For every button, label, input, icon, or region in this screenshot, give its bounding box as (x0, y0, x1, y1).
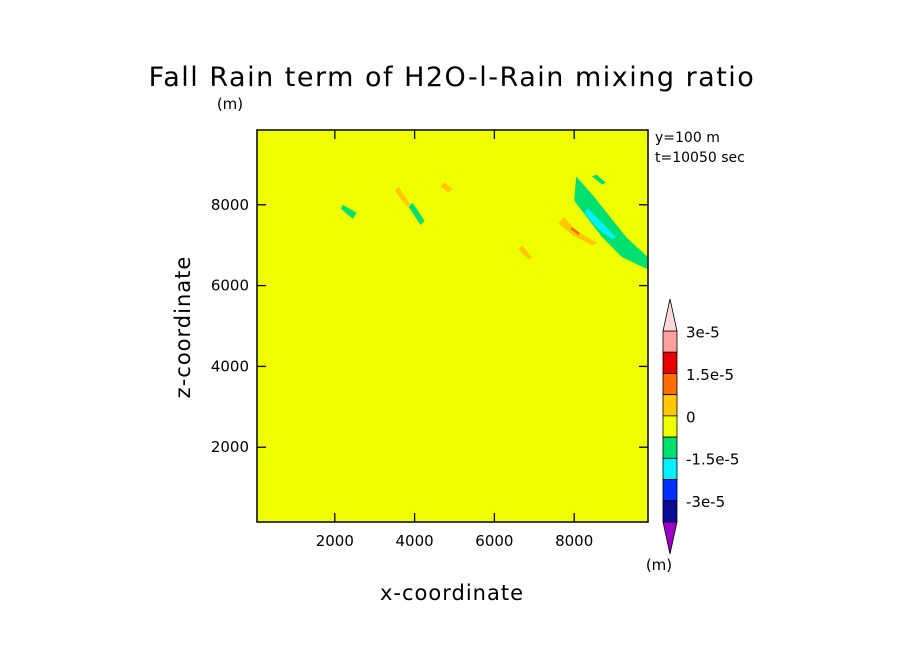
colorbar-band (662, 479, 678, 502)
colorbar-label: 3e-5 (686, 323, 720, 341)
colorbar-band (662, 457, 678, 480)
y-axis-label: z-coordinate (171, 256, 195, 399)
y-tick-label: 2000 (211, 438, 249, 456)
colorbar-label: -3e-5 (686, 493, 725, 511)
colorbar-band (662, 415, 678, 438)
contour-region-9 (340, 204, 357, 219)
contour-region-17 (570, 227, 581, 236)
info-line-t: t=10050 sec (655, 150, 745, 166)
plot-area: 2000 4000 6000 8000 2000 4000 6000 8000 (211, 129, 649, 550)
colorbar-band (662, 330, 678, 353)
contour-region-13 (558, 216, 599, 246)
plot-frame (256, 129, 649, 523)
colorbar: 3e-5 1.5e-5 0 -1.5e-5 -3e-5 (662, 298, 739, 555)
contour-region-16 (394, 186, 411, 207)
contour-region-8 (574, 176, 648, 270)
colorbar-max-triangle (662, 298, 678, 332)
contour-region-1 (310, 229, 391, 522)
contour-region-15 (518, 245, 533, 260)
contour-region-7 (566, 130, 648, 221)
contour-region-10 (408, 202, 425, 225)
contour-region-3 (550, 204, 648, 452)
chart-title: Fall Rain term of H2O-l-Rain mixing rati… (149, 62, 756, 93)
info-line-y: y=100 m (655, 130, 720, 146)
colorbar-label: -1.5e-5 (686, 451, 739, 469)
colorbar-band (662, 373, 678, 396)
colorbar-label: 1.5e-5 (686, 366, 734, 384)
x-axis-label: x-coordinate (380, 581, 524, 605)
colorbar-band (662, 394, 678, 417)
title-units-label: (m) (217, 95, 243, 113)
x-tick-label: 6000 (475, 532, 513, 550)
colorbar-band (662, 351, 678, 374)
colorbar-label: 0 (686, 408, 696, 426)
contour-region-0 (257, 212, 331, 523)
colorbar-min-triangle (662, 521, 678, 555)
x-tick-label: 8000 (555, 532, 593, 550)
x-tick-label: 4000 (396, 532, 434, 550)
contour-region-2 (418, 241, 551, 522)
contour-region-14 (440, 182, 453, 193)
y-tick-label: 6000 (211, 277, 249, 295)
x-tick-label: 2000 (316, 532, 354, 550)
contour-region-5 (342, 130, 407, 197)
contour-region-4 (267, 130, 327, 173)
colorbar-band (662, 436, 678, 459)
colorbar-units-label: (m) (646, 556, 672, 574)
colorbar-band (662, 500, 678, 523)
y-tick-label: 8000 (211, 196, 249, 214)
contour-region-6 (458, 130, 547, 217)
contour-region-11 (592, 174, 607, 185)
contour-region-12 (584, 208, 617, 240)
y-tick-label: 4000 (211, 357, 249, 375)
